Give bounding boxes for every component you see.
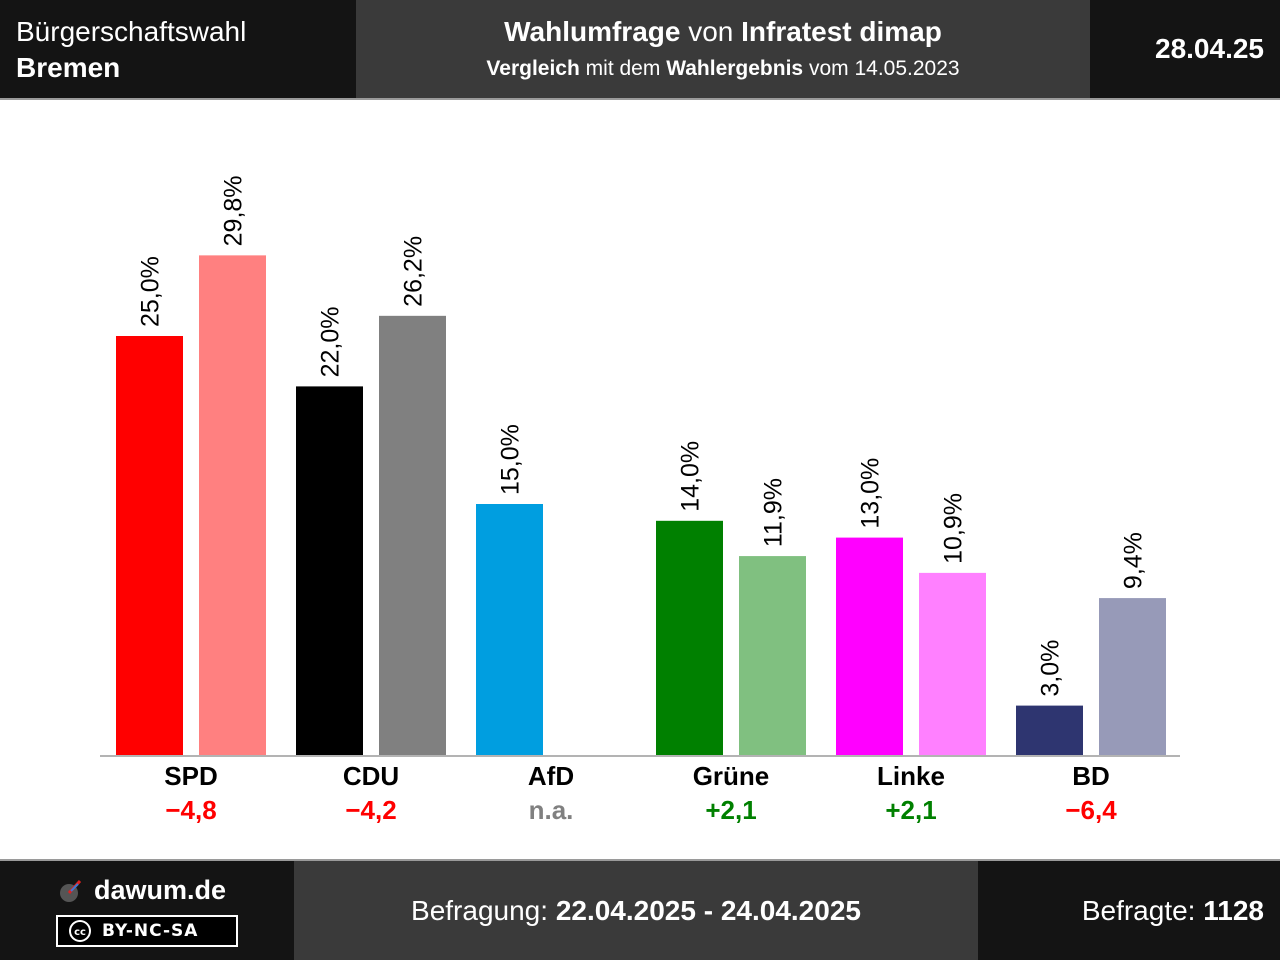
publication-date: 28.04.25 bbox=[1155, 33, 1264, 64]
creative-commons-icon: cc bbox=[69, 920, 91, 942]
cdu-change-label: −4,2 bbox=[345, 795, 396, 825]
survey-period: Befragung: 22.04.2025 - 24.04.2025 bbox=[294, 895, 978, 927]
grne-change-label: +2,1 bbox=[705, 795, 756, 825]
subtitle-comparison: Vergleich bbox=[486, 57, 580, 80]
bd-poll-bar bbox=[1016, 705, 1083, 756]
cdu-result-label: 26,2% bbox=[400, 236, 428, 307]
linke-poll-bar bbox=[836, 537, 903, 756]
linke-result-label: 10,9% bbox=[940, 493, 968, 564]
survey-label: Befragung: bbox=[411, 895, 549, 926]
afd-category-label: AfD bbox=[528, 761, 574, 791]
respondents-label: Befragte: bbox=[1081, 895, 1196, 926]
brand-name: dawum.de bbox=[94, 875, 227, 905]
bd-poll-label: 3,0% bbox=[1037, 640, 1065, 697]
title-von: von bbox=[688, 16, 734, 47]
respondents-box: Befragte: 1128 bbox=[978, 861, 1280, 960]
linke-poll-label: 13,0% bbox=[857, 458, 885, 529]
grne-category-label: Grüne bbox=[693, 761, 770, 791]
grne-poll-bar bbox=[656, 520, 723, 756]
subtitle-result: Wahlergebnis bbox=[666, 57, 804, 80]
footer-divider bbox=[0, 859, 1280, 861]
bd-category-label: BD bbox=[1072, 761, 1110, 791]
bd-result-label: 9,4% bbox=[1120, 532, 1148, 589]
title-poll: Wahlumfrage bbox=[504, 16, 681, 47]
bd-change-label: −6,4 bbox=[1065, 795, 1117, 825]
spd-poll-bar bbox=[116, 336, 183, 756]
spd-change-label: −4,8 bbox=[165, 795, 216, 825]
linke-category-label: Linke bbox=[877, 761, 945, 791]
respondents-count: 1128 bbox=[1203, 895, 1264, 926]
title-box: Wahlumfrage von Infratest dimap Vergleic… bbox=[356, 0, 1090, 98]
spd-category-label: SPD bbox=[164, 761, 217, 791]
linke-change-label: +2,1 bbox=[885, 795, 936, 825]
bd-result-bar bbox=[1099, 598, 1166, 756]
afd-change-label: n.a. bbox=[529, 795, 574, 825]
cdu-poll-bar bbox=[296, 386, 363, 756]
spd-poll-label: 25,0% bbox=[137, 256, 165, 327]
respondents: Befragte: 1128 bbox=[1082, 895, 1264, 927]
date-box: 28.04.25 bbox=[1090, 0, 1280, 98]
bar-chart: 25,0% 29,8% SPD −4,8 22,0% 26,2% CDU −4,2 15,0% A… bbox=[100, 175, 1180, 825]
subtitle-mit-dem: mit dem bbox=[585, 57, 661, 80]
cdu-poll-label: 22,0% bbox=[317, 307, 345, 378]
brand: dawum.de bbox=[58, 875, 226, 906]
spd-result-bar bbox=[199, 255, 266, 757]
afd-poll-label: 15,0% bbox=[497, 424, 525, 495]
subtitle-date: vom 14.05.2023 bbox=[808, 57, 960, 80]
spd-result-label: 29,8% bbox=[220, 175, 248, 246]
afd-poll-bar bbox=[476, 504, 543, 756]
survey-dates: 22.04.2025 - 24.04.2025 bbox=[555, 895, 861, 926]
grne-poll-label: 14,0% bbox=[677, 441, 705, 512]
chart-title: Wahlumfrage von Infratest dimap bbox=[356, 16, 1090, 48]
header: Bürgerschaftswahl Bremen Wahlumfrage von… bbox=[0, 0, 1280, 98]
header-divider bbox=[0, 98, 1280, 100]
brand-box: dawum.de cc BY-NC-SA bbox=[0, 861, 294, 960]
grne-result-label: 11,9% bbox=[760, 478, 788, 547]
svg-text:cc: cc bbox=[74, 927, 86, 938]
license-label: BY-NC-SA bbox=[102, 921, 199, 941]
grne-result-bar bbox=[739, 556, 806, 756]
cdu-result-bar bbox=[379, 315, 446, 756]
gauge-logo-icon bbox=[60, 879, 82, 902]
survey-box: Befragung: 22.04.2025 - 24.04.2025 bbox=[294, 861, 978, 960]
election-region: Bremen bbox=[16, 52, 121, 83]
cdu-category-label: CDU bbox=[343, 761, 399, 791]
election-box: Bürgerschaftswahl Bremen bbox=[0, 0, 356, 98]
chart-subtitle: Vergleich mit dem Wahlergebnis vom 14.05… bbox=[356, 57, 1090, 81]
election-type: Bürgerschaftswahl bbox=[16, 16, 247, 47]
linke-result-bar bbox=[919, 572, 986, 756]
license-badge: cc BY-NC-SA bbox=[56, 915, 238, 947]
title-institute: Infratest dimap bbox=[741, 16, 942, 47]
